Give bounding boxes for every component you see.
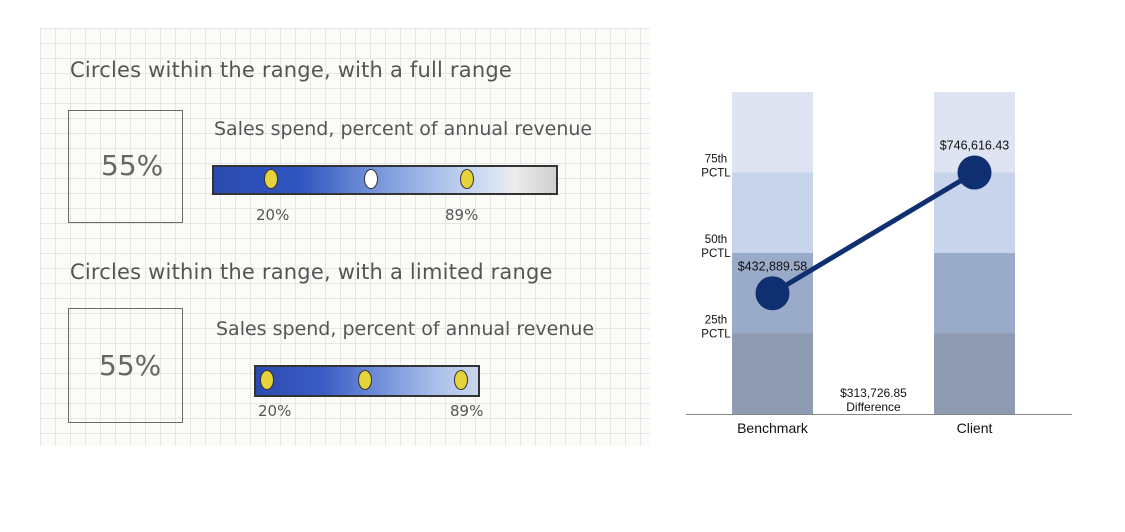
difference-label: Difference bbox=[846, 400, 901, 414]
percentile-label-75th-pctl: PCTL bbox=[701, 168, 731, 180]
section1-heading: Circles within the range, with a full ra… bbox=[70, 58, 512, 82]
section2-metric-label: Sales spend, percent of annual revenue bbox=[216, 318, 595, 340]
percentile-label-75th: 75th bbox=[705, 154, 727, 166]
benchmark-point bbox=[755, 276, 790, 311]
category-label-benchmark: Benchmark bbox=[737, 420, 809, 436]
section2-high-marker bbox=[454, 370, 468, 390]
client-band-1 bbox=[934, 333, 1015, 414]
section2-low-marker bbox=[260, 370, 274, 390]
benchmark-band-1 bbox=[732, 333, 813, 414]
section2-value-box: 55% bbox=[68, 308, 183, 423]
client-value-label: $746,616.43 bbox=[940, 139, 1010, 153]
percentile-label-50th-pctl: PCTL bbox=[701, 248, 731, 260]
section1-high-label: 89% bbox=[445, 206, 479, 224]
percentile-label-50th: 50th bbox=[705, 234, 727, 246]
section2-high-label: 89% bbox=[450, 402, 484, 420]
category-label-client: Client bbox=[957, 420, 993, 436]
percentile-chart: Benchmark Client 75th PCTL 50th PCTL 25th PCTL $… bbox=[686, 92, 1072, 436]
section1-high-marker bbox=[460, 169, 474, 189]
section1-value: 55% bbox=[101, 149, 164, 182]
section1-metric-label: Sales spend, percent of annual revenue bbox=[214, 118, 593, 140]
client-band-2 bbox=[934, 253, 1015, 334]
benchmark-value-label: $432,889.58 bbox=[738, 259, 808, 273]
sketch-panel: Circles within the range, with a full ra… bbox=[40, 28, 650, 446]
section1-range-bar bbox=[212, 165, 558, 195]
section2-low-label: 20% bbox=[258, 402, 292, 420]
difference-value: $313,726.85 bbox=[840, 386, 907, 400]
section2-heading: Circles within the range, with a limited… bbox=[70, 260, 553, 284]
connector-line bbox=[771, 170, 976, 296]
section2-value: 55% bbox=[99, 349, 162, 382]
section1-value-box: 55% bbox=[68, 110, 183, 223]
client-point bbox=[957, 155, 992, 190]
percentile-label-25th-pctl: PCTL bbox=[701, 329, 731, 341]
section1-low-marker bbox=[264, 169, 278, 189]
section1-value-marker bbox=[364, 169, 378, 189]
benchmark-band-4 bbox=[732, 92, 813, 173]
section2-value-marker bbox=[358, 370, 372, 390]
section2-range-bar bbox=[254, 365, 480, 397]
benchmark-band-3 bbox=[732, 172, 813, 253]
percentile-label-25th: 25th bbox=[705, 315, 727, 327]
section1-low-label: 20% bbox=[256, 206, 290, 224]
